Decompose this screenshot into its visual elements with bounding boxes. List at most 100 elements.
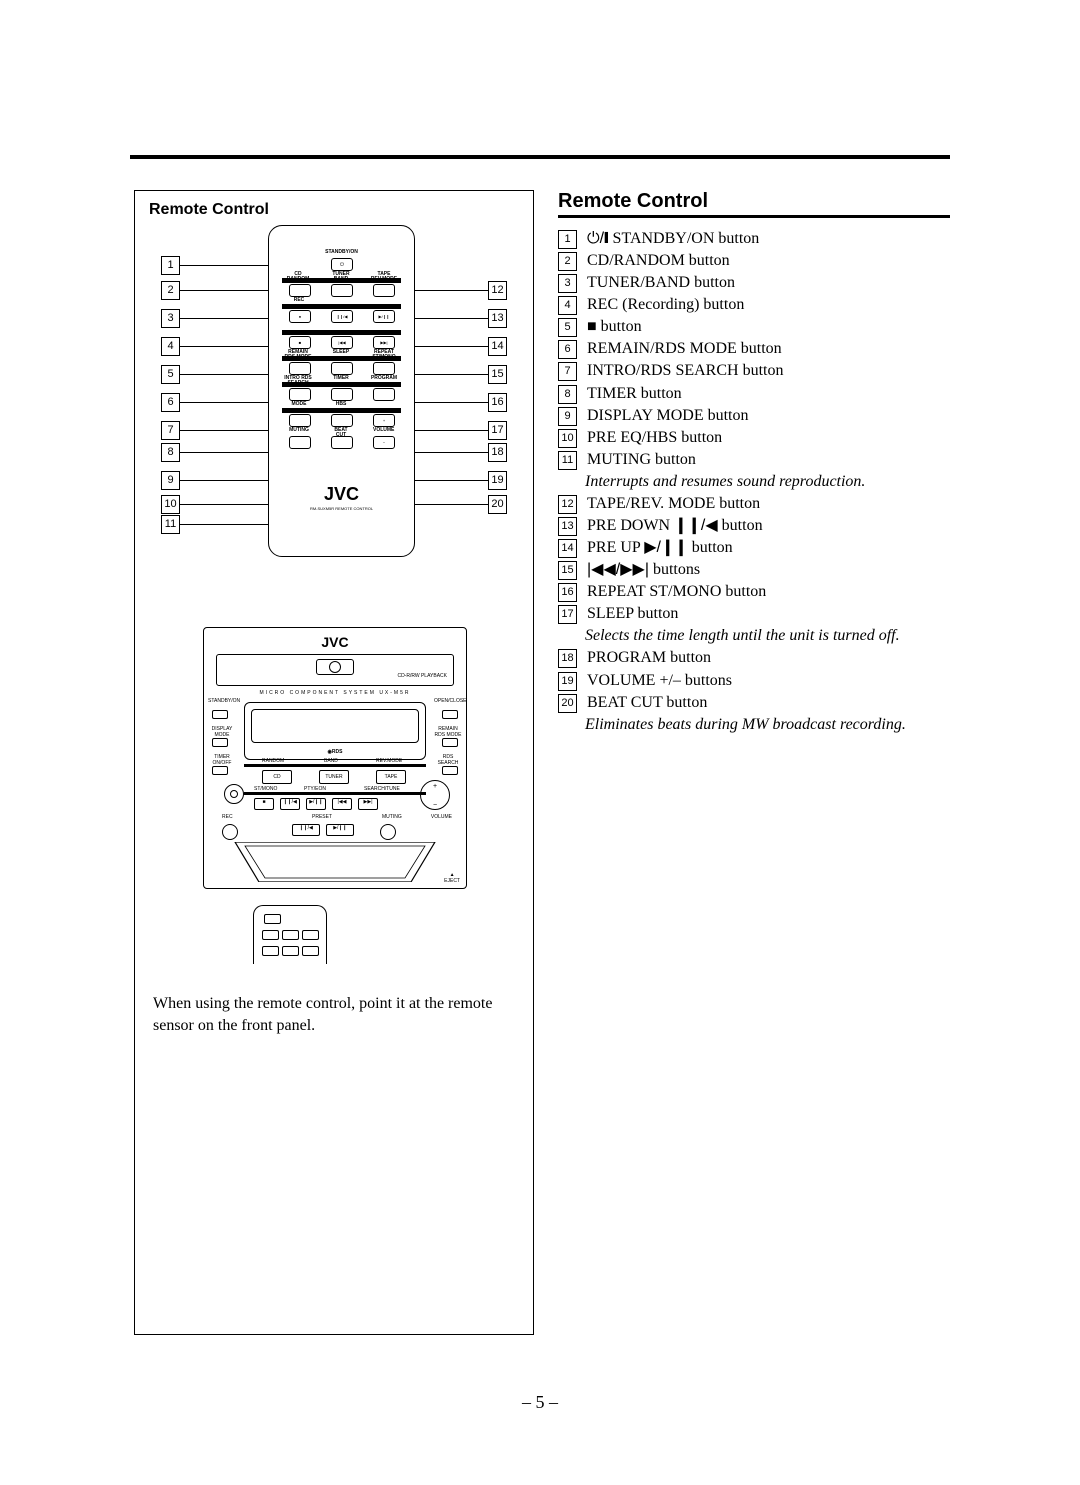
definition-number: 12 [558, 495, 577, 514]
definition-row: 18 PROGRAM button [558, 647, 950, 669]
label: INTRO RDS SEARCH [283, 376, 313, 386]
volume-pad: + − [420, 780, 450, 810]
label: TIMER ON/OFF [208, 754, 236, 766]
definition-number: 3 [558, 274, 577, 293]
btn-display-mode [212, 738, 228, 747]
label: ST/MONO [254, 786, 277, 792]
definition-row: 20BEAT CUT button [558, 692, 950, 714]
definition-row: 19 VOLUME +/– buttons [558, 670, 950, 692]
callout-17: 17 [488, 421, 507, 440]
btn-pre-eq-hbs [331, 414, 353, 427]
src-cd: CD [262, 770, 292, 784]
callout-4: 4 [161, 337, 180, 356]
manual-page: Remote Control 1 2 3 4 5 6 7 [0, 0, 1080, 1485]
label-model: MICRO COMPONENT SYSTEM UX-M5R [204, 690, 466, 696]
definition-row: 13PRE DOWN ❙❙/◀ button [558, 515, 950, 537]
definition-number: 9 [558, 407, 577, 426]
definition-row: 3 TUNER/BAND button [558, 272, 950, 294]
label: RDS SEARCH [434, 754, 462, 766]
btn-rds-search [442, 766, 458, 775]
eject-label: ▲EJECT [444, 872, 460, 884]
btn-pre-up: ▶/❙❙ [373, 310, 395, 323]
definition-note: Interrupts and resumes sound reproductio… [585, 471, 950, 493]
callout-16: 16 [488, 393, 507, 412]
definition-text: BEAT CUT button [587, 692, 950, 714]
mini-btn [262, 930, 279, 940]
definition-number: 14 [558, 539, 577, 558]
btn-timer [331, 388, 353, 401]
definition-number: 4 [558, 296, 577, 315]
definition-number: 19 [558, 672, 577, 691]
callout-8: 8 [161, 443, 180, 462]
label-standby: STANDBY/ON [269, 250, 414, 255]
label: PROGRAM [369, 376, 399, 381]
callout-20: 20 [488, 495, 507, 514]
label: RANDOM [262, 758, 284, 764]
definition-text: PROGRAM button [587, 647, 950, 669]
definition-number: 18 [558, 649, 577, 668]
page-number: – 5 – [0, 1392, 1080, 1413]
callout-18: 18 [488, 443, 507, 462]
section-heading: Remote Control [558, 190, 950, 218]
btn-volume-down: − [373, 436, 395, 449]
definition-number: 16 [558, 583, 577, 602]
definition-number: 17 [558, 605, 577, 624]
callout-3: 3 [161, 309, 180, 328]
definition-number: 2 [558, 252, 577, 271]
definition-row: 17SLEEP button [558, 603, 950, 625]
btn-skip-back: |◀◀ [331, 336, 353, 349]
btn-stop: ■ [289, 336, 311, 349]
btn-remain-rdsmode [289, 362, 311, 375]
strip-3 [282, 330, 401, 335]
callout-15: 15 [488, 365, 507, 384]
definition-text: TUNER/BAND button [587, 272, 950, 294]
btn-pre-down: ❙❙/◀ [331, 310, 353, 323]
definition-row: 16REPEAT ST/MONO button [558, 581, 950, 603]
definition-number: 8 [558, 385, 577, 404]
label: CD RANDOM [283, 272, 313, 282]
definition-number: 15 [558, 561, 577, 580]
definition-text: TAPE/REV. MODE button [587, 493, 950, 515]
definition-row: 5■ button [558, 316, 950, 338]
label: MUTING [382, 814, 402, 820]
label: VOLUME [373, 428, 393, 433]
btn-prev: |◀◀ [332, 798, 352, 810]
definition-text: PRE EQ/HBS button [587, 427, 950, 449]
definition-text: TIMER button [587, 383, 950, 405]
mini-btn [282, 946, 299, 956]
definition-row: 15 |◀◀/▶▶| buttons [558, 559, 950, 581]
btn-display-mode [289, 414, 311, 427]
btn-open-close [442, 710, 458, 719]
src-tape: TAPE [376, 770, 406, 784]
callout-1: 1 [161, 256, 180, 275]
definition-row: 11MUTING button [558, 449, 950, 471]
callout-7: 7 [161, 421, 180, 440]
btn-pause-rew: ❙❙/◀ [280, 798, 300, 810]
btn-remain [442, 738, 458, 747]
definition-text: VOLUME +/– buttons [587, 670, 950, 692]
definition-number: 6 [558, 340, 577, 359]
definition-number: 11 [558, 451, 577, 470]
unit-brand: JVC [204, 634, 466, 650]
unit-outline: JVC CD-R/RW PLAYBACK MICRO COMPONENT SYS… [203, 627, 467, 889]
btn-sleep [331, 362, 353, 375]
definition-number: 7 [558, 362, 577, 381]
definition-text: PRE DOWN ❙❙/◀ button [587, 515, 950, 537]
src-tuner: TUNER [319, 770, 349, 784]
definition-text: DISPLAY MODE button [587, 405, 950, 427]
btn-tape-revmode [373, 284, 395, 297]
display-window: ◉RDS [244, 702, 426, 760]
mini-btn [302, 930, 319, 940]
callout-11: 11 [161, 515, 180, 534]
panel-title: Remote Control [149, 201, 525, 219]
definition-note: Selects the time length until the unit i… [585, 625, 950, 647]
definition-text: ⏻/❙ STANDBY/ON button [587, 228, 950, 250]
btn-beat-cut [331, 436, 353, 449]
definition-text: |◀◀/▶▶| buttons [587, 559, 950, 581]
callout-14: 14 [488, 337, 507, 356]
mini-btn [282, 930, 299, 940]
definition-row: 14PRE UP ▶/❙❙ button [558, 537, 950, 559]
remote-model: RM-SUXM5R REMOTE CONTROL [269, 506, 414, 511]
preset-up: ▶/❙❙ [326, 824, 354, 836]
definition-row: 7INTRO/RDS SEARCH button [558, 360, 950, 382]
